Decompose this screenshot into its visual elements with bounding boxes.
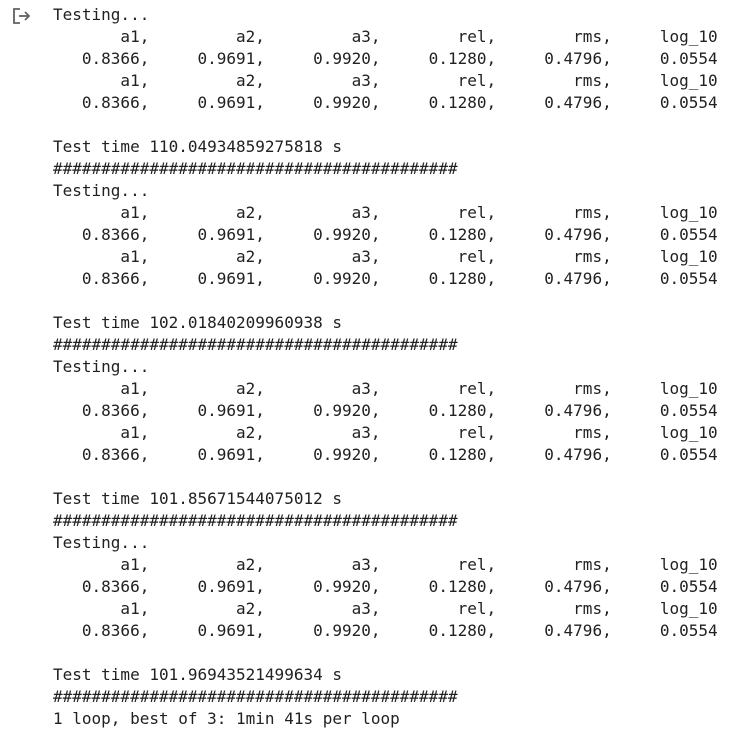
output-line: 0.8366, 0.9691, 0.9920, 0.1280, 0.4796, … — [53, 621, 718, 640]
output-line: 0.8366, 0.9691, 0.9920, 0.1280, 0.4796, … — [53, 269, 718, 288]
output-line: Testing... — [53, 533, 150, 552]
output-line: Test time 101.85671544075012 s — [53, 489, 342, 508]
output-line — [53, 466, 718, 488]
output-line: Testing... — [53, 357, 150, 376]
output-line: a1, a2, a3, rel, rms, log_10 — [53, 71, 718, 90]
output-line — [53, 114, 718, 136]
output-line: 0.8366, 0.9691, 0.9920, 0.1280, 0.4796, … — [53, 225, 718, 244]
output-line: 0.8366, 0.9691, 0.9920, 0.1280, 0.4796, … — [53, 401, 718, 420]
output-line: ########################################… — [53, 335, 458, 354]
output-line: a1, a2, a3, rel, rms, log_10 — [53, 203, 718, 222]
output-line: a1, a2, a3, rel, rms, log_10 — [53, 27, 718, 46]
output-line: Testing... — [53, 181, 150, 200]
output-line: a1, a2, a3, rel, rms, log_10 — [53, 599, 718, 618]
output-line: a1, a2, a3, rel, rms, log_10 — [53, 247, 718, 266]
output-line — [53, 642, 718, 664]
output-line: Test time 102.01840209960938 s — [53, 313, 342, 332]
output-line: a1, a2, a3, rel, rms, log_10 — [53, 379, 718, 398]
output-line: 0.8366, 0.9691, 0.9920, 0.1280, 0.4796, … — [53, 49, 718, 68]
output-line: Test time 110.04934859275818 s — [53, 137, 342, 156]
output-text: Testing... a1, a2, a3, rel, rms, log_10 … — [53, 4, 718, 730]
output-line: ########################################… — [53, 159, 458, 178]
exit-to-app-icon[interactable] — [11, 7, 33, 25]
output-line: Testing... — [53, 5, 150, 24]
output-line: 0.8366, 0.9691, 0.9920, 0.1280, 0.4796, … — [53, 445, 718, 464]
output-line — [53, 290, 718, 312]
output-line: ########################################… — [53, 687, 458, 706]
output-line: Test time 101.96943521499634 s — [53, 665, 342, 684]
output-line: a1, a2, a3, rel, rms, log_10 — [53, 555, 718, 574]
output-line: a1, a2, a3, rel, rms, log_10 — [53, 423, 718, 442]
output-line: 1 loop, best of 3: 1min 41s per loop — [53, 709, 400, 728]
output-line: ########################################… — [53, 511, 458, 530]
output-line: 0.8366, 0.9691, 0.9920, 0.1280, 0.4796, … — [53, 577, 718, 596]
output-line: 0.8366, 0.9691, 0.9920, 0.1280, 0.4796, … — [53, 93, 718, 112]
